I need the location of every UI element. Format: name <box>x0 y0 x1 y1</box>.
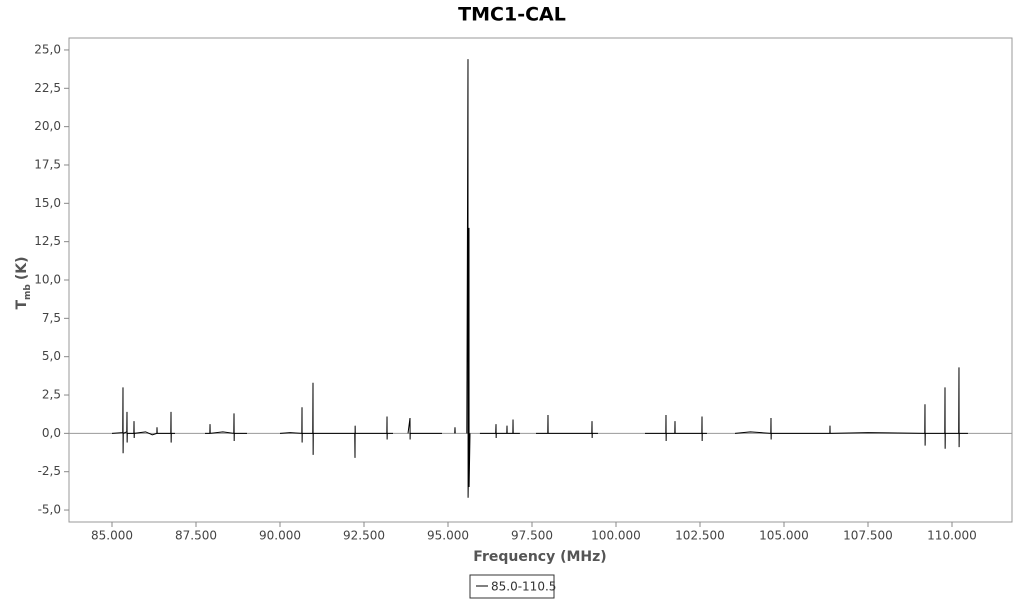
y-tick-label: 20,0 <box>34 119 61 133</box>
x-tick-label: 107.500 <box>843 529 893 543</box>
y-tick-label: 17,5 <box>34 157 61 171</box>
y-tick-label: -2,5 <box>38 464 61 478</box>
chart-title: TMC1-CAL <box>458 4 566 26</box>
y-label-unit: (K) <box>14 256 30 280</box>
legend <box>469 574 555 599</box>
y-axis-label: Tmb (K) <box>14 256 33 309</box>
x-tick-label: 90.000 <box>259 529 301 543</box>
y-tick-label: 7,5 <box>42 311 61 325</box>
y-tick-label: 10,0 <box>34 273 61 287</box>
y-tick-label: -5,0 <box>38 503 61 517</box>
x-tick-label: 105.000 <box>759 529 809 543</box>
y-label-sub: mb <box>23 284 33 300</box>
x-axis-label: Frequency (MHz) <box>473 549 606 565</box>
y-tick-label: 22,5 <box>34 81 61 95</box>
y-label-main: T <box>14 300 30 310</box>
legend-label: 85.0-110.5 <box>491 580 556 594</box>
x-tick-label: 97.500 <box>511 529 553 543</box>
y-tick-label: 12,5 <box>34 234 61 248</box>
x-tick-label: 100.000 <box>591 529 641 543</box>
x-tick-label: 87.500 <box>175 529 217 543</box>
y-tick-label: 15,0 <box>34 196 61 210</box>
x-tick-label: 95.000 <box>427 529 469 543</box>
x-tick-label: 110.000 <box>927 529 977 543</box>
y-tick-label: 2,5 <box>42 388 61 402</box>
y-tick-label: 0,0 <box>42 426 61 440</box>
y-tick-label: 5,0 <box>42 349 61 363</box>
spectrum-line <box>111 59 968 498</box>
plot-frame <box>68 37 1013 523</box>
x-tick-label: 85.000 <box>91 529 133 543</box>
y-tick-label: 25,0 <box>34 42 61 56</box>
x-tick-label: 102.500 <box>675 529 725 543</box>
x-tick-label: 92.500 <box>343 529 385 543</box>
